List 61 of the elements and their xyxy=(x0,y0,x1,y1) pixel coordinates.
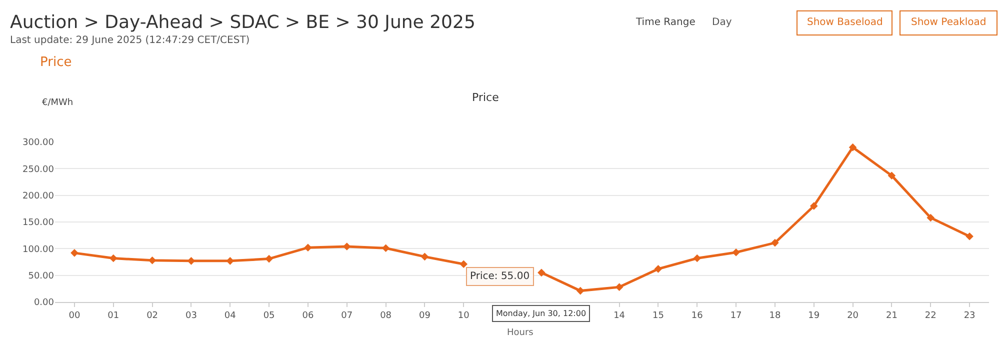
point xyxy=(420,252,429,261)
text: Show Peakload xyxy=(911,17,986,28)
y-axis-title: €/MWh xyxy=(42,98,74,108)
x-tick-label: 14 xyxy=(614,310,626,321)
y-tick-label: 50.00 xyxy=(28,271,54,282)
y-tick-label: 200.00 xyxy=(22,191,54,202)
x-tick-label: 00 xyxy=(68,310,80,321)
text: Show Baseload xyxy=(807,17,883,28)
text: Day xyxy=(712,17,732,28)
x-tick-label: 01 xyxy=(108,310,120,321)
x-tick-label: 16 xyxy=(691,310,704,321)
point xyxy=(848,143,857,152)
point xyxy=(926,214,935,222)
point xyxy=(304,244,312,252)
x-tick-label: 02 xyxy=(146,310,158,321)
x-tick-label: 19 xyxy=(808,310,820,321)
y-tick-label: 0.00 xyxy=(34,298,54,308)
point xyxy=(810,202,818,210)
text: Price xyxy=(40,55,72,70)
text: Monday, Jun 30, 12:00 xyxy=(496,309,586,318)
y-tick-label: 150.00 xyxy=(22,218,54,228)
x-tick-label: 21 xyxy=(886,310,898,321)
x-tick-label: 05 xyxy=(263,310,275,321)
x-tick-label: 20 xyxy=(847,310,859,321)
point xyxy=(265,254,273,263)
point xyxy=(888,172,896,180)
x-tick-label: 03 xyxy=(185,310,197,321)
point xyxy=(693,254,702,262)
chart-subtitle: Last update: 29 June 2025 (12:47:29 CET/CEST) xyxy=(10,35,250,46)
text: Price xyxy=(472,91,500,104)
chart-title: Auction > Day-Ahead > SDAC > BE > 30 June 2025 xyxy=(10,12,476,33)
point xyxy=(966,232,974,240)
point xyxy=(771,238,779,247)
point xyxy=(576,286,584,295)
point xyxy=(460,260,468,268)
x-tick-label: 04 xyxy=(224,310,236,321)
point xyxy=(187,257,196,265)
annotation: Price: 55.00 xyxy=(470,271,530,282)
point xyxy=(109,254,118,262)
x-tick-label: 15 xyxy=(652,310,664,321)
x-tick-label: 10 xyxy=(458,310,470,321)
x-tick-label: 06 xyxy=(302,310,314,321)
x-tick-label: 17 xyxy=(730,310,742,321)
y-tick-label: 300.00 xyxy=(22,138,54,148)
point xyxy=(148,256,156,264)
point xyxy=(382,244,390,252)
point xyxy=(654,265,662,273)
text: Time Range xyxy=(635,17,696,28)
x-axis-title: Hours xyxy=(507,328,534,338)
point xyxy=(70,249,78,257)
x-tick-label: 18 xyxy=(769,310,781,321)
point xyxy=(538,268,546,277)
point xyxy=(732,248,740,256)
x-tick-label: 09 xyxy=(418,310,431,321)
point xyxy=(615,283,624,291)
x-tick-label: 07 xyxy=(341,310,353,321)
x-tick-label: 08 xyxy=(380,310,392,321)
y-tick-label: 100.00 xyxy=(22,244,54,255)
y-tick-label: 250.00 xyxy=(22,164,54,175)
x-tick-label: 23 xyxy=(964,310,976,321)
x-tick-label: 22 xyxy=(924,310,936,321)
